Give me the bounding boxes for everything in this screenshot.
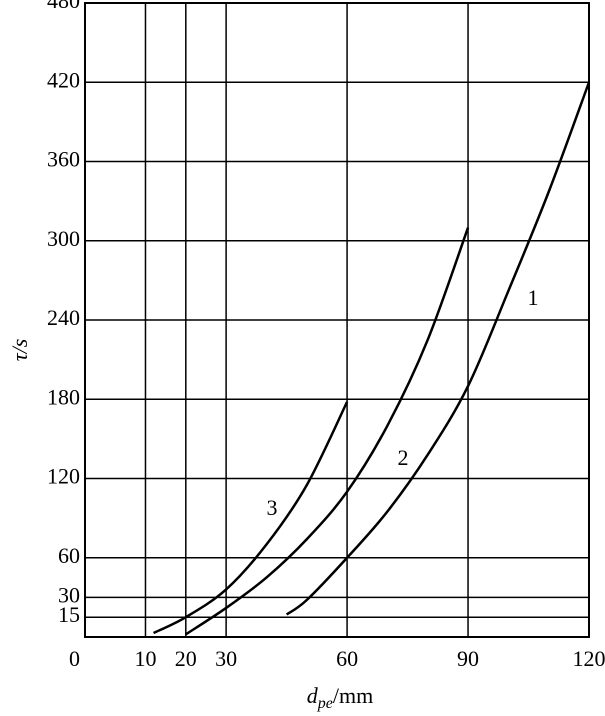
curve bbox=[285, 81, 591, 616]
x-tick-label: 90 bbox=[457, 646, 479, 671]
y-tick-label: 480 bbox=[47, 0, 80, 13]
y-tick-label: 120 bbox=[47, 464, 80, 489]
y-tick-label: 240 bbox=[47, 305, 80, 330]
x-label-symbol: d bbox=[307, 683, 319, 708]
curve-label: 3 bbox=[267, 495, 278, 520]
x-tick-label: 120 bbox=[573, 646, 605, 671]
x-tick-label: 10 bbox=[134, 646, 156, 671]
y-tick-label: 60 bbox=[58, 543, 80, 568]
curve bbox=[185, 227, 470, 636]
x-tick-label: 60 bbox=[336, 646, 358, 671]
y-tick-label: 360 bbox=[47, 147, 80, 172]
x-label-subscript: pe bbox=[317, 695, 333, 712]
y-tick-label: 0 bbox=[69, 646, 80, 671]
x-label-unit: /mm bbox=[333, 683, 373, 708]
y-tick-label: 180 bbox=[47, 384, 80, 409]
y-tick-label: 420 bbox=[47, 67, 80, 92]
curve bbox=[152, 401, 349, 635]
y-tick-label: 30 bbox=[58, 582, 80, 607]
y-tick-label: 300 bbox=[47, 226, 80, 251]
x-axis-label: dpe/mm bbox=[307, 683, 373, 712]
x-tick-label: 30 bbox=[215, 646, 237, 671]
x-tick-label: 20 bbox=[175, 646, 197, 671]
y-axis-label: τ/s bbox=[7, 339, 32, 362]
curve-label: 1 bbox=[528, 285, 539, 310]
curve-label: 2 bbox=[398, 445, 409, 470]
y-tick-label: 15 bbox=[58, 602, 80, 627]
